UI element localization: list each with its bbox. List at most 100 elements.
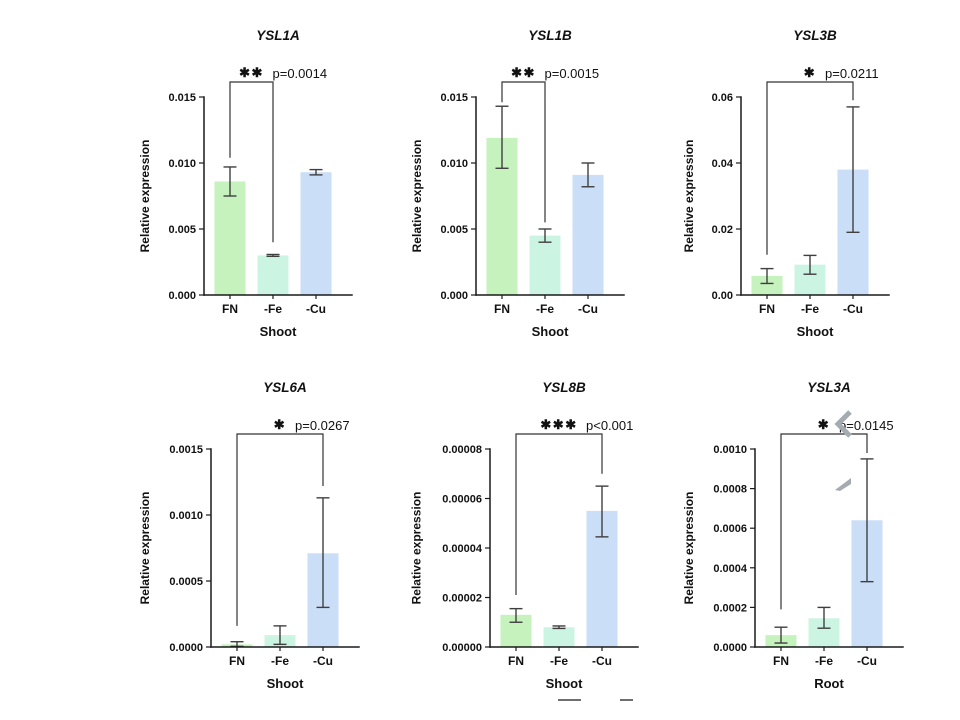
sig-stars: ✱✱	[239, 65, 264, 80]
y-tick-label: 0.0015	[169, 444, 203, 456]
sig-p-value: p=0.0211	[825, 66, 879, 81]
sig-p-value: p<0.001	[586, 418, 633, 433]
y-tick-label: 0.00000	[442, 642, 482, 654]
y-tick-label: 0.00002	[442, 593, 482, 605]
sig-bracket	[780, 433, 868, 610]
x-axis-label: Root	[814, 676, 844, 691]
category-label: -Fe	[801, 302, 819, 316]
chart-title: YSL8B	[542, 380, 586, 395]
y-tick-label: 0.06	[712, 92, 733, 104]
y-tick-label: 0.00008	[442, 444, 482, 456]
category-label: FN	[494, 302, 510, 316]
bar--Fe	[257, 255, 289, 295]
y-tick-label: 0.04	[712, 158, 734, 170]
chevron-left-icon	[834, 410, 852, 438]
sig-bracket	[236, 433, 324, 626]
category-label: -Cu	[306, 302, 326, 316]
y-tick-label: 0.02	[712, 224, 733, 236]
category-label: FN	[508, 654, 524, 668]
y-tick-label: 0.0004	[713, 563, 748, 575]
y-tick-label: 0.010	[168, 158, 196, 170]
chart-title: YSL1B	[528, 28, 572, 43]
x-axis-label: Shoot	[260, 324, 297, 339]
chart-title: YSL3B	[793, 28, 837, 43]
y-tick-label: 0.005	[168, 224, 196, 236]
y-axis-label: Relative expression	[410, 492, 424, 605]
wedge-mark-icon	[835, 478, 851, 491]
y-tick-label: 0.000	[168, 290, 196, 302]
chart-panel-1: 0.000 0.005 0.010 0.015 FN -Fe -Cu Shoot Relativ…	[138, 28, 353, 339]
x-axis-label: Shoot	[546, 676, 583, 691]
sig-p-value: p=0.0267	[295, 418, 350, 433]
category-label: FN	[759, 302, 775, 316]
sig-bracket	[515, 433, 603, 596]
bar--Cu	[300, 172, 332, 295]
y-tick-label: 0.00006	[442, 494, 482, 506]
bar--Cu	[572, 174, 604, 295]
cropped-text-mark-left	[558, 699, 581, 701]
y-tick-label: 0.0000	[169, 642, 203, 654]
y-axis-label: Relative expression	[138, 140, 152, 253]
y-axis-label: Relative expression	[138, 492, 152, 605]
y-tick-label: 0.015	[440, 92, 468, 104]
y-tick-label: 0.0008	[713, 484, 747, 496]
sig-stars: ✱	[804, 65, 816, 80]
sig-p-value: p=0.0145	[839, 418, 894, 433]
sig-bracket	[766, 81, 854, 255]
y-tick-label: 0.0010	[713, 444, 747, 456]
y-axis-label: Relative expression	[682, 492, 696, 605]
category-label: FN	[773, 654, 789, 668]
chart-panel-6: 0.0000 0.0002 0.0004 0.0006 0.0008 0.0010 FN -F…	[682, 380, 904, 691]
category-label: -Fe	[550, 654, 568, 668]
y-tick-label: 0.010	[440, 158, 468, 170]
chart-panel-4: 0.0000 0.0005 0.0010 0.0015 FN -Fe -Cu Shoot Rel…	[138, 380, 360, 691]
bar--Fe	[543, 627, 575, 647]
category-label: -Cu	[578, 302, 598, 316]
chart-panel-5: 0.00000 0.00002 0.00004 0.00006 0.00008 FN -Fe…	[410, 380, 639, 691]
sig-stars: ✱✱	[511, 65, 536, 80]
chart-panel-2: 0.000 0.005 0.010 0.015 FN -Fe -Cu Shoot Relativ…	[410, 28, 625, 339]
y-tick-label: 0.0006	[713, 523, 747, 535]
sig-bracket	[501, 81, 546, 223]
bar-FN	[751, 275, 783, 295]
sig-p-value: p=0.0015	[545, 66, 600, 81]
category-label: FN	[222, 302, 238, 316]
chart-title: YSL3A	[807, 380, 851, 395]
y-tick-label: 0.000	[440, 290, 468, 302]
category-label: FN	[229, 654, 245, 668]
category-label: -Cu	[843, 302, 863, 316]
sig-stars: ✱	[274, 417, 286, 432]
category-label: -Fe	[264, 302, 282, 316]
cropped-text-mark-right	[620, 699, 633, 701]
y-tick-label: 0.00004	[442, 543, 483, 555]
y-tick-label: 0.00	[712, 290, 733, 302]
watermark-artifact	[834, 410, 852, 491]
y-tick-label: 0.0010	[169, 510, 203, 522]
sig-stars: ✱	[818, 417, 830, 432]
category-label: -Cu	[592, 654, 612, 668]
y-tick-label: 0.015	[168, 92, 196, 104]
y-axis-label: Relative expression	[410, 140, 424, 253]
sig-bracket	[229, 81, 274, 243]
category-label: -Fe	[271, 654, 289, 668]
y-tick-label: 0.0005	[169, 576, 203, 588]
bar-FN	[214, 181, 246, 295]
category-label: -Cu	[313, 654, 333, 668]
sig-stars: ✱✱✱	[540, 417, 577, 432]
x-axis-label: Shoot	[797, 324, 834, 339]
x-axis-label: Shoot	[267, 676, 304, 691]
category-label: -Cu	[857, 654, 877, 668]
bar--Fe	[529, 235, 561, 295]
y-tick-label: 0.005	[440, 224, 468, 236]
y-axis-label: Relative expression	[682, 140, 696, 253]
category-label: -Fe	[815, 654, 833, 668]
chart-panel-3: 0.00 0.02 0.04 0.06 FN -Fe -Cu Shoot Relative ex…	[682, 28, 890, 339]
y-tick-label: 0.0002	[713, 602, 747, 614]
category-label: -Fe	[536, 302, 554, 316]
chart-title: YSL6A	[263, 380, 307, 395]
chart-title: YSL1A	[256, 28, 300, 43]
y-tick-label: 0.0000	[713, 642, 747, 654]
x-axis-label: Shoot	[532, 324, 569, 339]
sig-p-value: p=0.0014	[273, 66, 328, 81]
